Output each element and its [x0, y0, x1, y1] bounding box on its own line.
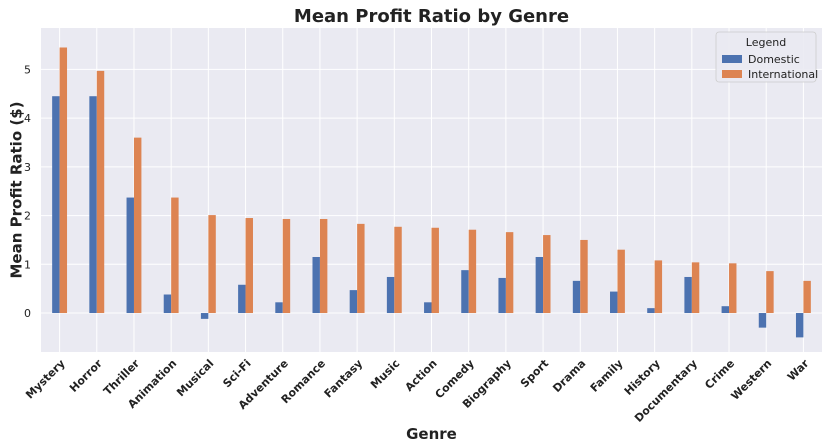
- bar-domestic-comedy: [461, 270, 469, 314]
- x-tick-label: Sci-Fi: [220, 357, 253, 390]
- legend-label-domestic: Domestic: [748, 53, 800, 66]
- bar-domestic-sport: [535, 256, 544, 314]
- x-tick-label: Horror: [67, 357, 105, 395]
- x-tick-label: War: [785, 357, 812, 384]
- bar-domestic-western: [758, 313, 767, 328]
- bar-domestic-fantasy: [349, 290, 358, 314]
- bar-international-crime: [729, 263, 737, 314]
- y-axis-label: Mean Profit Ratio ($): [7, 102, 25, 279]
- y-tick-label: 5: [24, 63, 31, 76]
- bar-international-action: [431, 227, 439, 314]
- bar-international-comedy: [468, 229, 477, 314]
- bar-domestic-adventure: [275, 302, 283, 314]
- bar-international-sport: [543, 235, 551, 314]
- bar-domestic-action: [424, 302, 432, 314]
- legend-swatch-international: [722, 70, 742, 78]
- x-tick-label: Western: [729, 357, 775, 403]
- x-tick-label: Crime: [702, 357, 737, 392]
- x-tick-label: Musical: [174, 357, 216, 399]
- legend-swatch-domestic: [722, 55, 742, 63]
- bar-domestic-documentary: [684, 276, 692, 314]
- bar-domestic-sci-fi: [238, 284, 246, 314]
- chart-title: Mean Profit Ratio by Genre: [294, 6, 569, 27]
- bar-domestic-biography: [498, 277, 506, 314]
- y-tick-label: 1: [24, 258, 31, 271]
- bar-international-thriller: [133, 137, 142, 314]
- bar-international-biography: [505, 232, 514, 314]
- bar-international-war: [803, 280, 811, 314]
- y-tick-label: 3: [24, 161, 31, 174]
- bars: [52, 47, 811, 338]
- bar-international-western: [766, 271, 774, 314]
- y-axis-ticks: 0 1 2 3 4 5: [24, 63, 31, 320]
- bar-domestic-family: [610, 291, 618, 314]
- bar-international-sci-fi: [245, 218, 253, 314]
- bar-domestic-horror: [89, 96, 97, 314]
- x-tick-label: Music: [368, 357, 402, 391]
- bar-international-adventure: [282, 218, 291, 314]
- bar-international-family: [617, 249, 625, 314]
- bar-international-mystery: [59, 47, 68, 314]
- bar-international-romance: [319, 218, 328, 314]
- bar-domestic-war: [795, 313, 804, 338]
- legend-label-international: International: [748, 68, 818, 81]
- legend-title: Legend: [746, 36, 786, 49]
- bar-international-musical: [208, 215, 216, 314]
- bar-domestic-romance: [312, 256, 320, 314]
- bar-international-history: [654, 260, 663, 314]
- x-tick-label: Sport: [518, 357, 551, 390]
- y-tick-label: 0: [24, 307, 31, 320]
- bar-domestic-history: [647, 308, 655, 314]
- x-tick-label: Family: [588, 357, 626, 395]
- bar-domestic-mystery: [52, 96, 60, 314]
- bar-domestic-music: [386, 276, 395, 314]
- x-tick-label: Action: [403, 357, 440, 394]
- bar-domestic-crime: [721, 306, 730, 314]
- bar-domestic-thriller: [126, 197, 134, 314]
- bar-international-drama: [580, 239, 588, 314]
- x-tick-label: Fantasy: [322, 357, 366, 401]
- bar-international-fantasy: [357, 223, 365, 314]
- x-axis-label: Genre: [406, 425, 457, 443]
- bar-international-horror: [96, 70, 105, 314]
- bar-domestic-musical: [200, 313, 209, 319]
- x-tick-label: Drama: [550, 357, 588, 395]
- bar-international-documentary: [691, 262, 700, 314]
- y-tick-label: 4: [24, 112, 31, 125]
- bar-domestic-animation: [163, 294, 172, 314]
- legend-box: [715, 31, 817, 83]
- x-tick-label: Mystery: [23, 357, 68, 402]
- y-tick-label: 2: [24, 210, 31, 223]
- bar-domestic-drama: [572, 280, 581, 314]
- legend: Legend Domestic International: [715, 31, 818, 83]
- bar-international-animation: [171, 197, 179, 314]
- bar-international-music: [394, 226, 402, 314]
